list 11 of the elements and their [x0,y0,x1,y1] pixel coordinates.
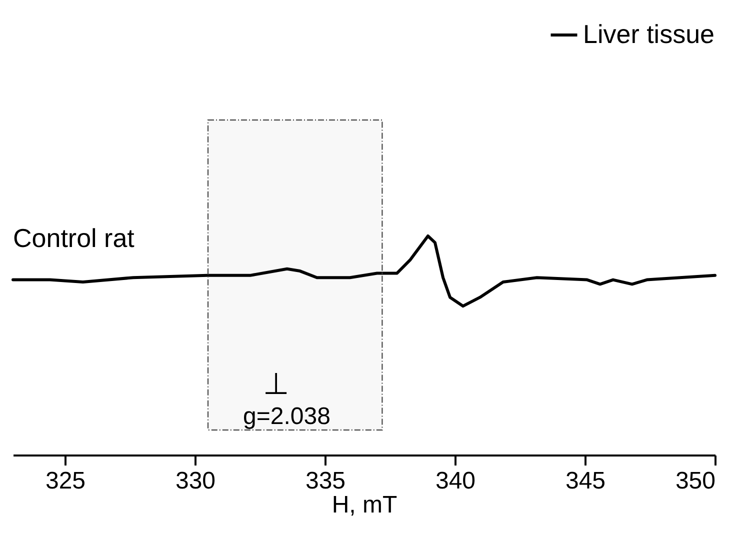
x-tick-label: 335 [305,468,346,494]
x-axis-title: H, mT [332,492,398,518]
x-tick-label: 325 [45,468,86,494]
x-tick-label: 340 [435,468,476,494]
x-tick-label: 330 [175,468,216,494]
annotation: Control rat [13,223,136,253]
annotation: ⊥ [263,368,289,401]
x-tick-label: 345 [565,468,606,494]
annotation: g=2.038 [243,403,330,430]
x-tick-label: 350 [675,468,716,494]
legend-label: Liver tissue [583,19,714,49]
